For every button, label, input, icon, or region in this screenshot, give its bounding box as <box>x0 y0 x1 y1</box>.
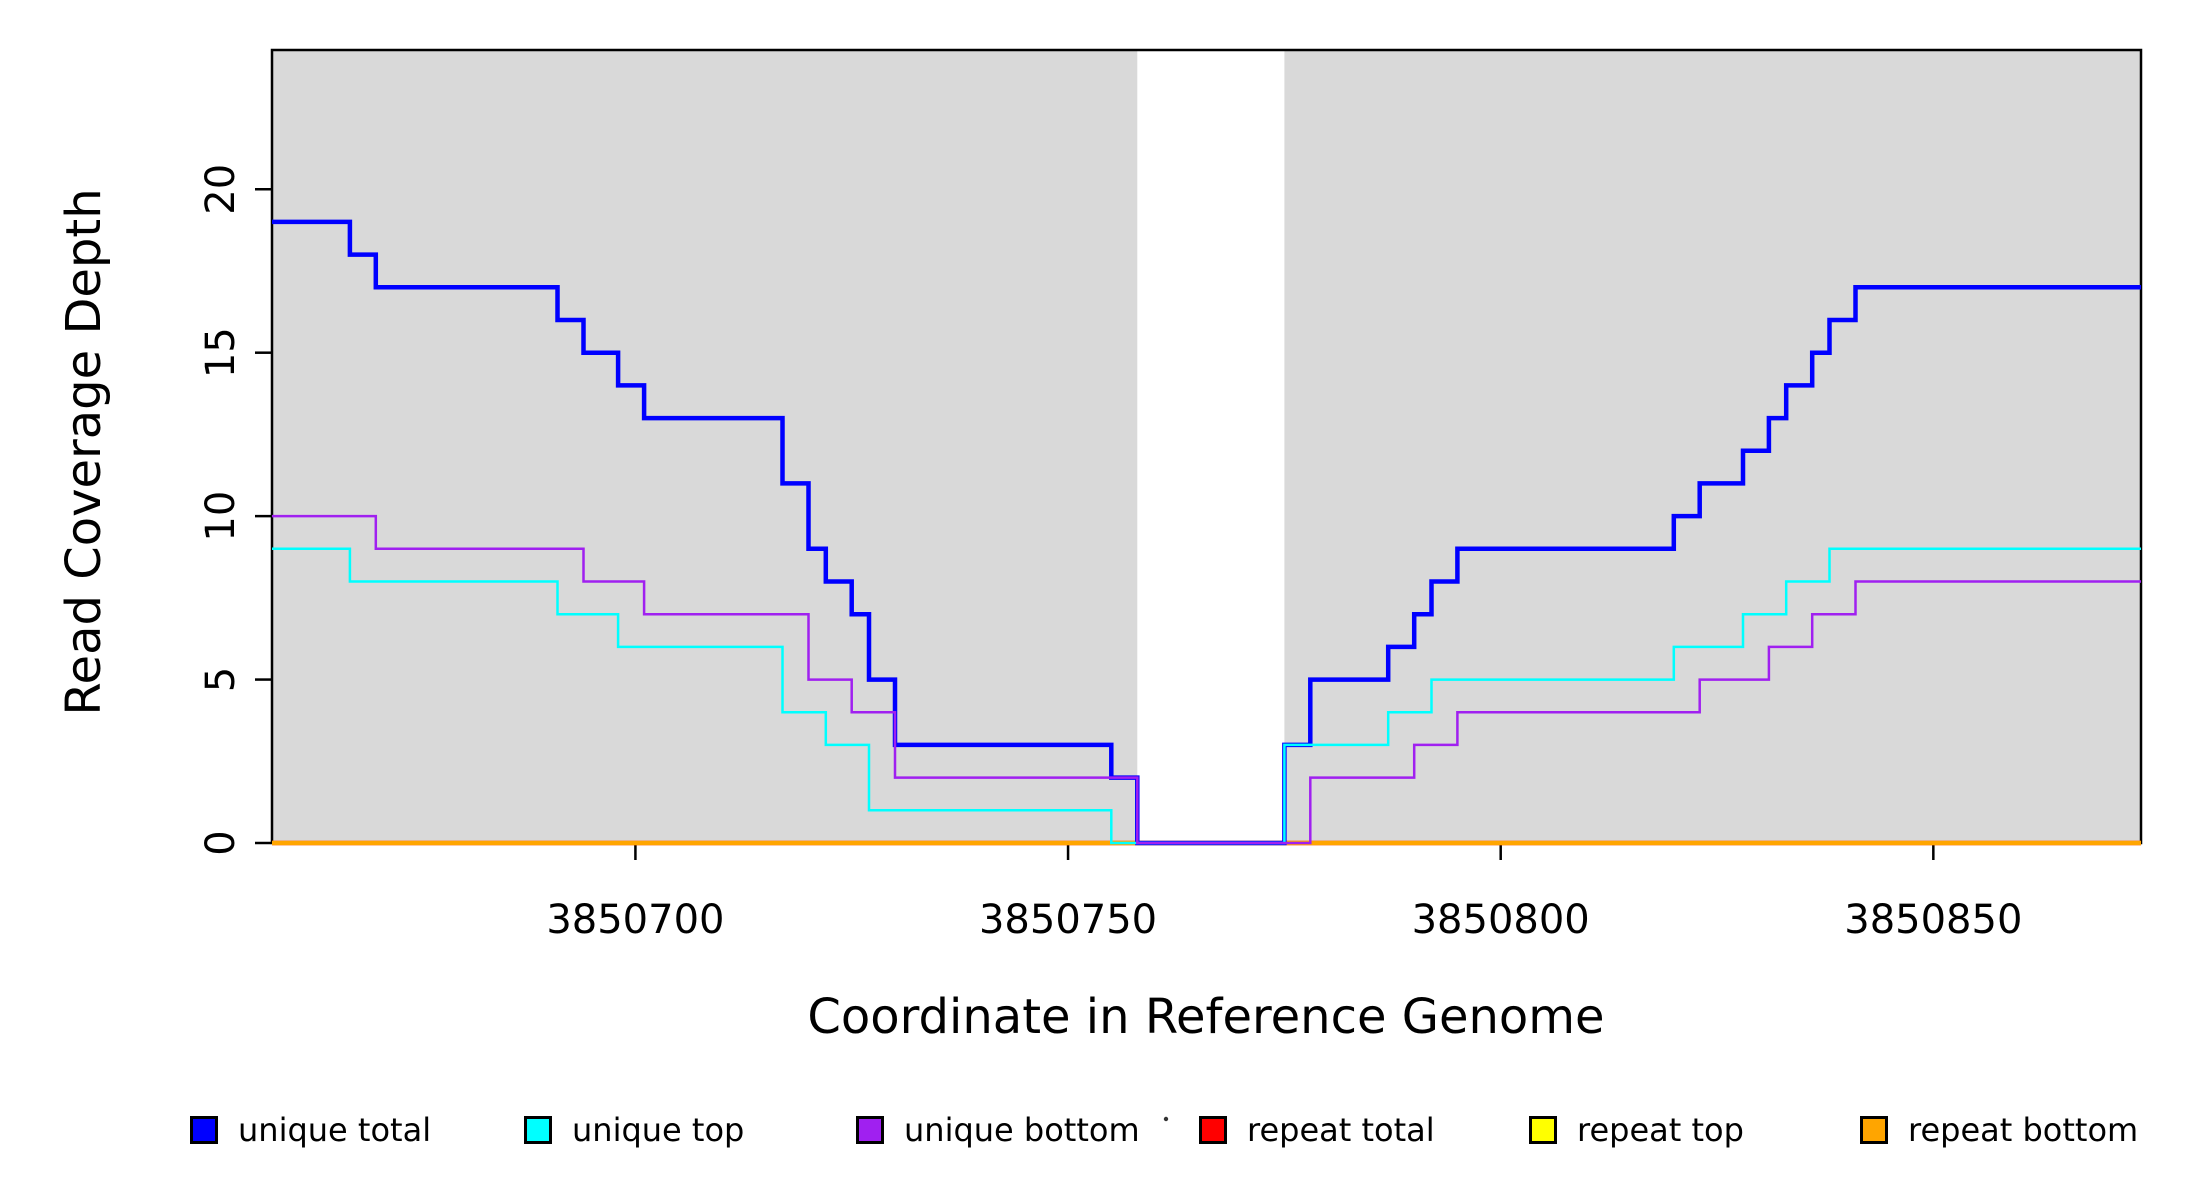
legend-item-repeat-total: repeat total <box>1199 1111 1435 1149</box>
legend-label: repeat total <box>1247 1111 1435 1149</box>
x-tick-label: 3850700 <box>546 897 724 943</box>
y-tick-label: 5 <box>198 667 244 692</box>
legend-swatch-repeat-total <box>1199 1116 1227 1144</box>
legend-swatch-repeat-top <box>1529 1116 1557 1144</box>
legend-swatch-unique-total <box>190 1116 218 1144</box>
legend-swatch-unique-bottom <box>856 1116 884 1144</box>
y-axis-title: Read Coverage Depth <box>56 188 112 716</box>
legend-item-unique-top: unique top <box>524 1111 745 1149</box>
y-tick-label: 0 <box>198 830 244 855</box>
legend-label: unique bottom <box>904 1111 1140 1149</box>
shaded-region-0 <box>272 50 1138 843</box>
x-axis-title: Coordinate in Reference Genome <box>807 989 1605 1045</box>
stray-dot-artifact <box>1163 1116 1169 1122</box>
legend-label: unique total <box>238 1111 432 1149</box>
series-line-unique-bottom <box>272 514 2141 845</box>
legend-item-repeat-top: repeat top <box>1529 1111 1744 1149</box>
legend-item-unique-bottom: unique bottom <box>856 1111 1140 1149</box>
shaded-region-1 <box>1284 50 2141 843</box>
y-tick-label: 15 <box>198 327 244 378</box>
y-tick-label: 20 <box>198 164 244 215</box>
legend-label: repeat top <box>1577 1111 1744 1149</box>
legend-item-unique-total: unique total <box>190 1111 432 1149</box>
legend-label: repeat bottom <box>1908 1111 2139 1149</box>
legend-item-repeat-bottom: repeat bottom <box>1860 1111 2139 1149</box>
x-tick-label: 3850800 <box>1412 897 1590 943</box>
legend-swatch-unique-top <box>524 1116 552 1144</box>
x-tick-label: 3850750 <box>979 897 1157 943</box>
legend-swatch-repeat-bottom <box>1860 1116 1888 1144</box>
y-tick-label: 10 <box>198 491 244 542</box>
legend-label: unique top <box>572 1111 745 1149</box>
x-tick-label: 3850850 <box>1844 897 2022 943</box>
